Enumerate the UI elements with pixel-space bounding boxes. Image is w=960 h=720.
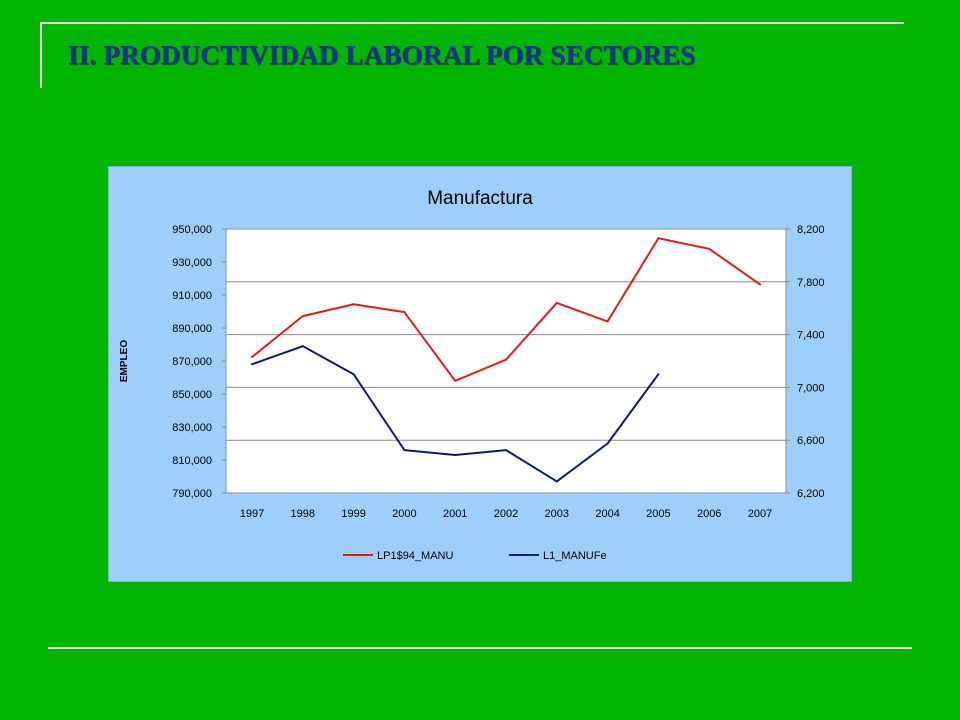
data-point	[352, 303, 355, 306]
line-chart: Manufactura 790,000 810,000 830,000 850,000…	[119, 188, 825, 562]
x-tick-label: 2000	[392, 508, 416, 520]
left-tick-label: 790,000	[172, 488, 212, 500]
x-tick-label: 2004	[595, 508, 619, 520]
data-point	[454, 379, 457, 382]
data-point	[505, 449, 507, 452]
data-point	[555, 301, 558, 304]
x-axis: 1997 1998 1999 2000 2001 2002 2003 2004 2005 2006…	[226, 492, 786, 520]
x-tick-label: 2006	[697, 508, 721, 520]
data-point	[352, 373, 355, 376]
bottom-rule	[48, 647, 912, 649]
data-point	[301, 315, 304, 318]
left-tick-label: 930,000	[172, 257, 212, 269]
left-tick-label: 950,000	[172, 224, 212, 236]
data-point	[606, 320, 609, 323]
right-y-axis: 6,200 6,600 7,000 7,400 7,800 8,200	[785, 224, 825, 500]
x-tick-label: 1999	[341, 508, 365, 520]
right-tick-label: 7,400	[797, 330, 825, 342]
data-point	[403, 311, 406, 314]
x-tick-label: 2007	[748, 508, 772, 520]
data-point	[606, 442, 609, 445]
left-tick-label: 850,000	[172, 389, 212, 401]
data-point	[251, 363, 253, 366]
x-tick-label: 2002	[494, 508, 518, 520]
left-tick-label: 870,000	[172, 356, 212, 368]
right-tick-label: 8,200	[797, 224, 825, 236]
right-tick-label: 7,000	[797, 382, 825, 394]
top-rule	[40, 22, 904, 24]
x-tick-label: 1997	[240, 508, 264, 520]
data-point	[555, 480, 558, 483]
data-point	[657, 373, 660, 376]
x-tick-label: 2001	[443, 508, 467, 520]
data-point	[505, 358, 507, 361]
chart-container: Manufactura 790,000 810,000 830,000 850,000…	[108, 166, 852, 582]
data-point	[454, 454, 457, 457]
left-tick-label: 830,000	[172, 422, 212, 434]
data-point	[708, 247, 711, 250]
y-axis-label: EMPLEO	[119, 340, 130, 382]
left-y-axis: 790,000 810,000 830,000 850,000 870,000 890,0…	[172, 224, 227, 500]
x-tick-label: 2005	[646, 508, 670, 520]
left-tick-label: 890,000	[172, 323, 212, 335]
data-point	[403, 449, 406, 452]
x-tick-label: 1998	[291, 508, 315, 520]
left-rule	[40, 22, 42, 88]
data-point	[759, 283, 761, 286]
legend-label: LP1$94_MANU	[377, 550, 453, 562]
x-tick-label: 2003	[545, 508, 569, 520]
legend: LP1$94_MANU L1_MANUFe	[343, 550, 607, 562]
data-point	[251, 356, 253, 359]
data-point	[301, 345, 304, 348]
series-lines	[251, 237, 761, 483]
plot-area	[226, 229, 786, 493]
right-tick-label: 7,800	[797, 277, 825, 289]
chart-title: Manufactura	[427, 188, 533, 209]
legend-label: L1_MANUFe	[543, 550, 607, 562]
slide-title: II. PRODUCTIVIDAD LABORAL POR SECTORES	[68, 40, 696, 70]
left-tick-label: 810,000	[172, 455, 212, 467]
data-point	[657, 237, 660, 240]
right-tick-label: 6,600	[797, 435, 825, 447]
right-tick-label: 6,200	[797, 488, 825, 500]
left-tick-label: 910,000	[172, 290, 212, 302]
